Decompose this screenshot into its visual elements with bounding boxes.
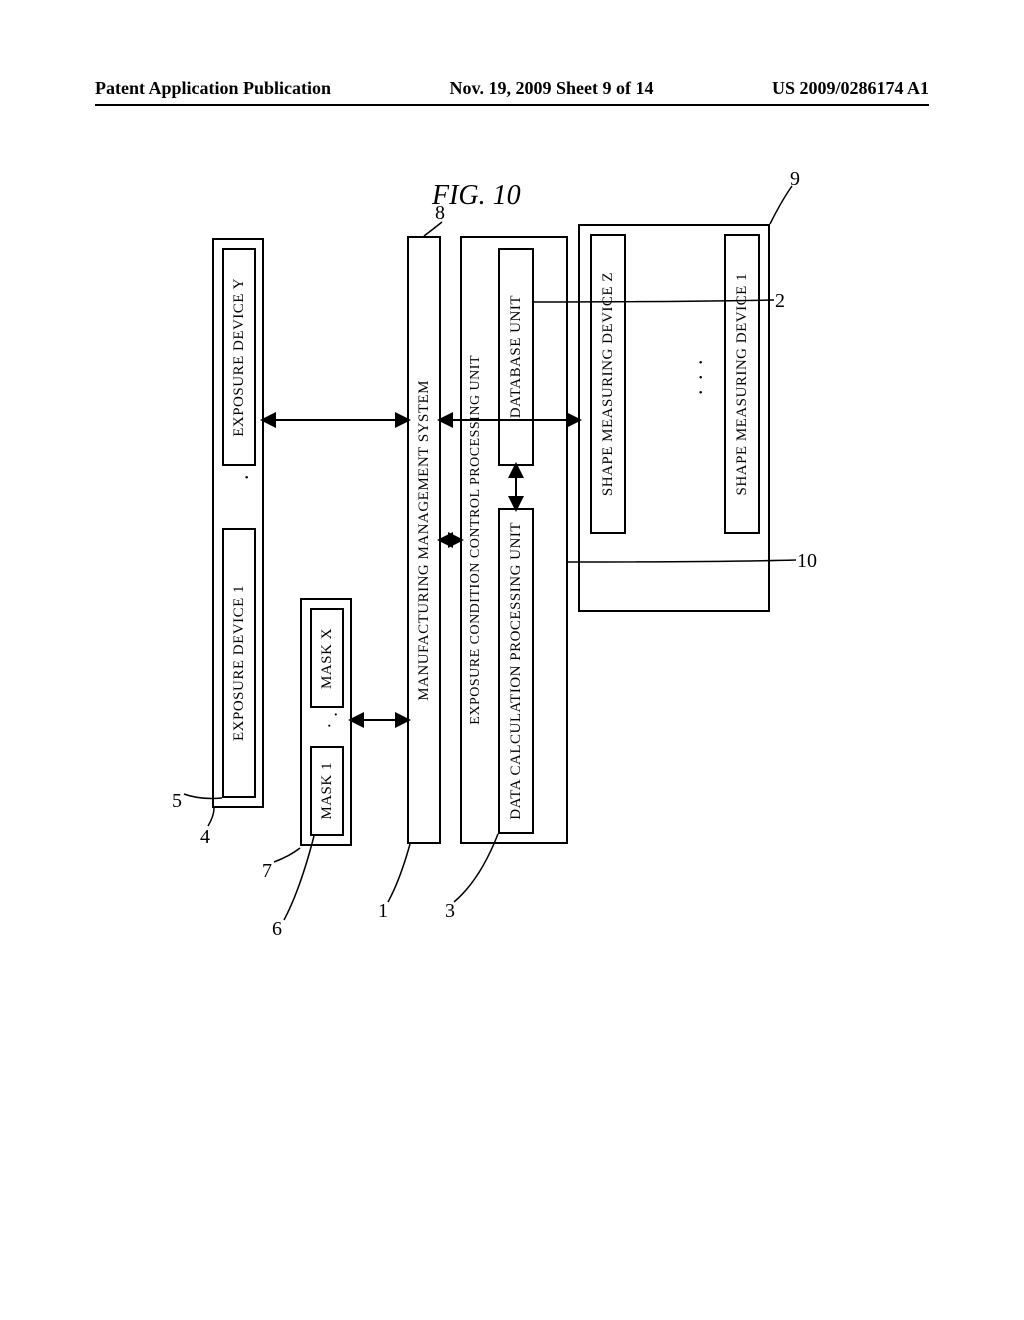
ref-4: 4 (200, 826, 210, 849)
shape-dots: . . . (682, 358, 708, 396)
mask-1: MASK 1 (310, 746, 344, 836)
ref-7: 7 (262, 860, 272, 883)
mms-box: MANUFACTURING MANAGEMENT SYSTEM (407, 236, 441, 844)
exposure-device-1-label: EXPOSURE DEVICE 1 (231, 585, 248, 741)
mask-1-label: MASK 1 (319, 762, 336, 820)
mask-x-label: MASK X (319, 628, 336, 689)
data-calc-unit: DATA CALCULATION PROCESSING UNIT (498, 508, 534, 834)
figure-label: FIG. 10 (432, 180, 521, 212)
ref-10: 10 (797, 550, 817, 573)
shape-measure-1-label: SHAPE MEASURING DEVICE 1 (734, 273, 751, 495)
shape-measure-z-label: SHAPE MEASURING DEVICE Z (600, 272, 617, 496)
header-right: US 2009/0286174 A1 (772, 78, 929, 99)
page-header: Patent Application Publication Nov. 19, … (0, 78, 1024, 99)
header-left: Patent Application Publication (95, 78, 331, 99)
ref-9: 9 (790, 168, 800, 191)
database-label: DATABASE UNIT (508, 295, 525, 418)
ref-3: 3 (445, 900, 455, 923)
database-unit: DATABASE UNIT (498, 248, 534, 466)
data-calc-label: DATA CALCULATION PROCESSING UNIT (508, 522, 525, 820)
exposure-device-1: EXPOSURE DEVICE 1 (222, 528, 256, 798)
header-center: Nov. 19, 2009 Sheet 9 of 14 (450, 78, 654, 99)
shape-measure-z: SHAPE MEASURING DEVICE Z (590, 234, 626, 534)
ref-8: 8 (435, 202, 445, 225)
exposure-device-y-label: EXPOSURE DEVICE Y (231, 278, 248, 437)
ref-1: 1 (378, 900, 388, 923)
eccpu-title-wrap: EXPOSURE CONDITION CONTROL PROCESSING UN… (466, 250, 486, 830)
ref-5: 5 (172, 790, 182, 813)
ref-2: 2 (775, 290, 785, 313)
page: Patent Application Publication Nov. 19, … (0, 0, 1024, 1320)
eccpu-title: EXPOSURE CONDITION CONTROL PROCESSING UN… (468, 355, 484, 725)
shape-measure-1: SHAPE MEASURING DEVICE 1 (724, 234, 760, 534)
header-rule (95, 104, 929, 106)
exposure-device-y: EXPOSURE DEVICE Y (222, 248, 256, 466)
mask-x: MASK X (310, 608, 344, 708)
mms-label: MANUFACTURING MANAGEMENT SYSTEM (416, 380, 433, 701)
ref-6: 6 (272, 918, 282, 941)
